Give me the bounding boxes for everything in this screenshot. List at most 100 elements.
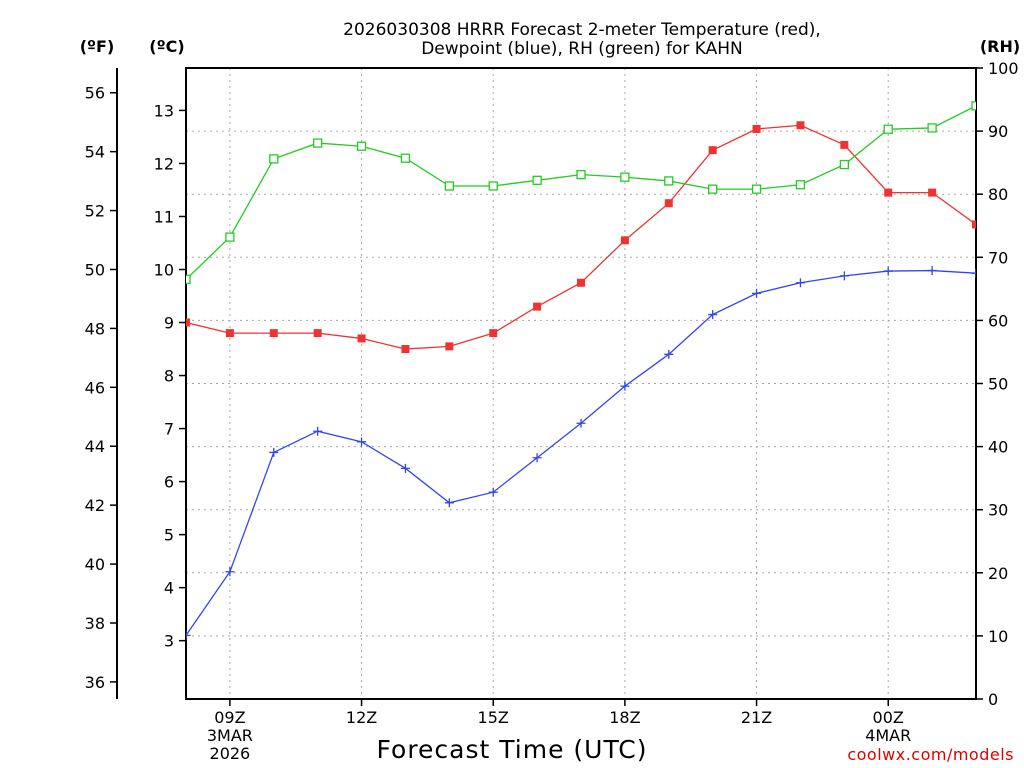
temperature-point (269, 329, 278, 338)
rh-tick-label: 20 (988, 564, 1008, 583)
rh-point (532, 175, 542, 185)
rh-tick-label: 100 (988, 59, 1019, 78)
x-axis-label: Forecast Time (UTC) (377, 735, 648, 764)
dewpoint-point (313, 426, 323, 436)
celsius-tick-label: 10 (154, 260, 174, 279)
rh-point (795, 180, 806, 190)
celsius-tick-label: 12 (154, 154, 174, 173)
grid (186, 68, 976, 699)
dewpoint-point (186, 630, 191, 640)
dewpoint-point (225, 567, 235, 577)
temperature-point (884, 188, 893, 197)
celsius-unit-label: (ºC) (149, 37, 184, 56)
x-tick-label: 3MAR (207, 726, 253, 745)
fahrenheit-tick-label: 42 (85, 496, 105, 515)
rh-point (708, 184, 718, 194)
rh-point (313, 138, 323, 148)
fahrenheit-tick-label: 44 (85, 437, 105, 456)
dewpoint-point (444, 498, 454, 508)
temperature-point (445, 342, 454, 351)
rh-tick-label: 70 (988, 248, 1008, 267)
rh-point (356, 141, 367, 151)
dewpoint-point (795, 278, 805, 288)
dewpoint-point (532, 453, 542, 463)
fahrenheit-tick-label: 54 (85, 143, 105, 162)
temperature-point (620, 236, 629, 245)
rh-tick-label: 40 (988, 438, 1008, 457)
x-tick-label: 15Z (478, 708, 509, 727)
x-tick-label: 09Z (214, 708, 245, 727)
chart-title-line-1: 2026030308 HRRR Forecast 2-meter Tempera… (343, 20, 821, 40)
celsius-tick-label: 11 (154, 207, 174, 226)
x-tick-label: 21Z (741, 708, 772, 727)
rh-tick-label: 30 (988, 501, 1008, 520)
fahrenheit-tick-label: 48 (85, 319, 105, 338)
rh-point (444, 181, 454, 191)
rh-point (839, 159, 849, 170)
temperature-point (489, 329, 498, 338)
celsius-tick-label: 7 (164, 420, 174, 439)
dewpoint-point (400, 463, 410, 473)
temperature-point (928, 188, 937, 197)
fahrenheit-tick-label: 38 (85, 614, 105, 633)
dewpoint-point (839, 271, 849, 281)
dewpoint-point (488, 487, 498, 497)
rh-point (186, 274, 191, 285)
celsius-tick-label: 4 (164, 579, 174, 598)
rh-point (400, 153, 411, 163)
rh-tick-label: 60 (988, 311, 1008, 330)
dewpoint-point (576, 418, 586, 428)
fahrenheit-tick-label: 56 (85, 84, 105, 103)
celsius-tick-label: 13 (154, 101, 174, 120)
axes: 3456789101112133638404244464850525456010… (85, 59, 1019, 763)
x-tick-label: 4MAR (865, 726, 911, 745)
temperature-point (225, 329, 234, 338)
fahrenheit-tick-label: 36 (85, 673, 105, 692)
dewpoint-point (269, 447, 279, 457)
dewpoint-point (357, 437, 367, 447)
x-tick-label: 00Z (873, 708, 904, 727)
credit-text: coolwx.com/models (847, 745, 1014, 764)
dewpoint-point (883, 266, 893, 276)
rh-point (225, 232, 235, 242)
data-series (186, 101, 976, 640)
rh-line (186, 105, 976, 280)
rh-point (664, 176, 674, 186)
dewpoint-point (708, 310, 718, 320)
rh-tick-label: 80 (988, 185, 1008, 204)
rh-tick-label: 0 (988, 690, 998, 709)
fahrenheit-tick-label: 46 (85, 378, 105, 397)
rh-point (269, 154, 279, 164)
plot-frame (185, 67, 977, 700)
temperature-point (664, 199, 673, 208)
temperature-point (313, 329, 322, 338)
x-tick-label: 18Z (609, 708, 640, 727)
dewpoint-point (971, 268, 976, 278)
rh-unit-label: (RH) (980, 37, 1020, 56)
temperature-line (186, 124, 976, 350)
celsius-tick-label: 9 (164, 314, 174, 333)
temperature-series (186, 121, 976, 354)
dewpoint-point (664, 349, 674, 359)
x-tick-label: 2026 (210, 744, 251, 763)
celsius-tick-label: 8 (164, 367, 174, 386)
temperature-point (708, 146, 717, 155)
fahrenheit-tick-label: 52 (85, 202, 105, 221)
temperature-point (840, 140, 849, 149)
x-tick-label: 12Z (346, 708, 377, 727)
temperature-point (401, 345, 410, 354)
rh-point (927, 123, 937, 133)
celsius-tick-label: 6 (164, 473, 174, 492)
rh-tick-label: 10 (988, 627, 1008, 646)
rh-point (971, 101, 976, 111)
temperature-point (752, 124, 761, 133)
rh-tick-label: 50 (988, 375, 1008, 394)
dewpoint-point (752, 288, 762, 298)
rh-point (620, 172, 630, 182)
celsius-tick-label: 3 (164, 632, 174, 651)
temperature-point (533, 302, 542, 311)
temperature-point (186, 318, 190, 327)
rh-point (883, 124, 893, 134)
temperature-point (357, 334, 366, 343)
